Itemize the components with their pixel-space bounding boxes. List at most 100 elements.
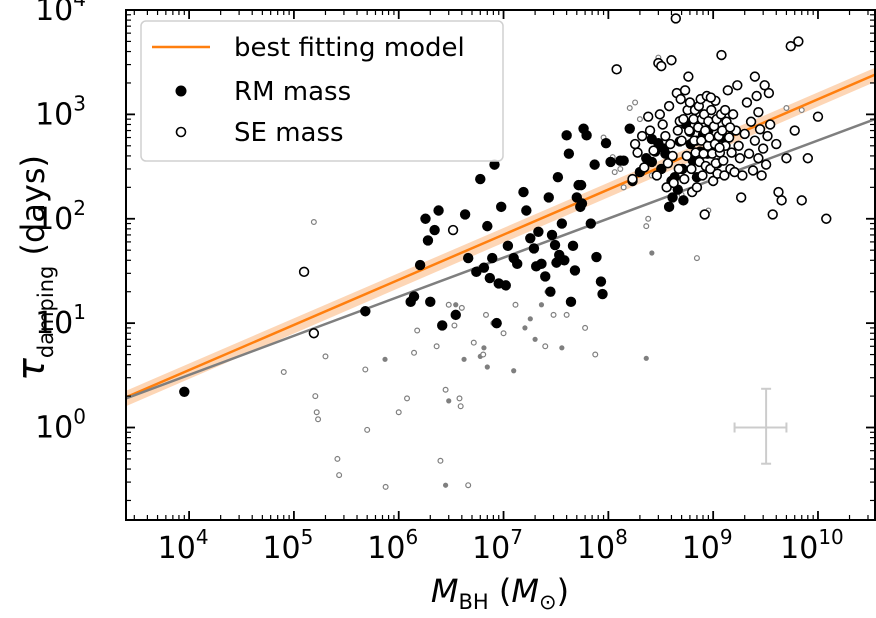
small-gray-open-point xyxy=(312,393,319,400)
se-mass-point xyxy=(688,113,699,125)
small-gray-open-point xyxy=(382,483,389,490)
x-tick-label-exponent: 4 xyxy=(196,525,209,549)
small-gray-filled-point xyxy=(649,250,655,256)
se-mass-point xyxy=(796,195,807,206)
rm-mass-point xyxy=(540,271,551,282)
y-tick-label-exponent: 1 xyxy=(73,300,86,324)
se-mass-point xyxy=(699,209,710,220)
small-gray-filled-point xyxy=(511,368,517,374)
x-tick-label-base: 10 xyxy=(682,531,720,566)
se-mass-point xyxy=(636,130,648,142)
small-gray-open-point xyxy=(315,416,322,423)
plot-frame xyxy=(125,9,876,521)
se-mass-point xyxy=(629,138,641,150)
small-gray-filled-point xyxy=(442,482,449,488)
rm-mass-point xyxy=(462,252,474,264)
small-gray-open-point xyxy=(620,184,627,191)
series-se-mass xyxy=(298,13,832,339)
rm-mass-point xyxy=(575,179,587,191)
y-tick-label-base: 10 xyxy=(35,202,73,237)
se-mass-point xyxy=(714,142,725,153)
small-gray-open-point xyxy=(632,99,639,106)
se-mass-point xyxy=(760,159,772,170)
small-gray-open-point xyxy=(582,324,589,331)
rm-mass-point xyxy=(567,240,579,252)
se-mass-point xyxy=(666,55,677,66)
x-tick-label-exponent: 5 xyxy=(301,525,314,549)
rm-mass-point xyxy=(559,255,570,266)
se-mass-point xyxy=(663,100,675,112)
small-gray-filled-point xyxy=(461,356,467,362)
rm-mass-point xyxy=(489,159,500,170)
se-mass-point xyxy=(793,36,804,47)
se-mass-point xyxy=(812,111,824,122)
rm-mass-point xyxy=(591,251,602,263)
se-mass-point xyxy=(802,153,814,164)
se-mass-point xyxy=(724,122,736,133)
y-axis-label: τdamping (days) xyxy=(9,155,58,381)
small-gray-open-point xyxy=(322,353,329,360)
se-mass-point xyxy=(756,170,767,181)
rm-mass-point xyxy=(360,306,371,317)
best-fitting-model-line xyxy=(126,73,875,399)
rm-mass-point xyxy=(565,296,577,308)
rm-mass-point xyxy=(667,192,678,203)
small-gray-open-point xyxy=(433,343,440,350)
se-mass-point xyxy=(676,135,687,146)
small-gray-open-point xyxy=(465,482,472,489)
x-tick-label-exponent: 9 xyxy=(720,525,733,549)
rm-mass-point xyxy=(546,229,558,241)
y-tick-label: 101 xyxy=(35,300,86,341)
se-mass-point xyxy=(745,116,757,127)
rm-mass-point xyxy=(646,156,658,168)
small-gray-filled-point xyxy=(532,336,538,342)
legend-swatch-se-mass xyxy=(175,126,187,138)
small-gray-open-point xyxy=(550,311,557,318)
rm-mass-point xyxy=(589,159,600,170)
rm-mass-point xyxy=(618,155,629,166)
x-axis-label: MBH (M⊙) xyxy=(431,572,569,614)
rm-mass-point xyxy=(569,265,581,276)
y-tick-label: 103 xyxy=(35,91,86,132)
rm-mass-point xyxy=(521,205,532,216)
small-gray-open-point xyxy=(611,169,618,176)
rm-mass-point xyxy=(576,198,588,209)
x-tick-label: 107 xyxy=(472,525,523,566)
rm-mass-point xyxy=(528,243,540,254)
gray-fit-line xyxy=(126,117,875,400)
se-mass-point xyxy=(632,147,643,158)
series-rm-mass xyxy=(179,118,727,397)
x-tick-label: 104 xyxy=(158,525,209,566)
y-tick-label-base: 10 xyxy=(35,97,73,132)
rm-mass-point xyxy=(414,259,426,271)
x-axis-label-unit-close: ) xyxy=(557,572,569,610)
small-gray-open-point xyxy=(336,472,343,479)
rm-mass-point xyxy=(646,133,658,145)
small-gray-open-point xyxy=(643,223,650,230)
rm-mass-point xyxy=(408,291,420,302)
y-tick-label-exponent: 3 xyxy=(73,91,86,115)
se-mass-point xyxy=(662,158,674,169)
rm-mass-point xyxy=(471,266,482,278)
se-mass-point xyxy=(716,49,727,61)
x-tick-label-base: 10 xyxy=(472,531,510,566)
legend-box xyxy=(140,20,504,162)
se-mass-point xyxy=(627,173,638,185)
rm-mass-point xyxy=(663,201,675,213)
x-tick-label: 105 xyxy=(262,525,313,566)
small-gray-open-point xyxy=(451,322,458,329)
rm-mass-point xyxy=(581,130,592,141)
rm-mass-point xyxy=(556,218,568,229)
y-tick-label: 102 xyxy=(35,196,86,237)
rm-mass-point xyxy=(595,276,607,287)
se-mass-point xyxy=(675,93,686,105)
small-gray-open-point xyxy=(645,215,652,222)
small-gray-filled-point xyxy=(643,355,649,361)
se-mass-point xyxy=(644,125,656,136)
x-tick-label: 106 xyxy=(367,525,418,566)
se-mass-point xyxy=(308,328,320,339)
x-tick-label-exponent: 7 xyxy=(510,525,523,549)
se-mass-point xyxy=(763,87,775,99)
rm-mass-point xyxy=(422,235,434,246)
x-axis-label-unit-open: ( xyxy=(489,572,512,610)
